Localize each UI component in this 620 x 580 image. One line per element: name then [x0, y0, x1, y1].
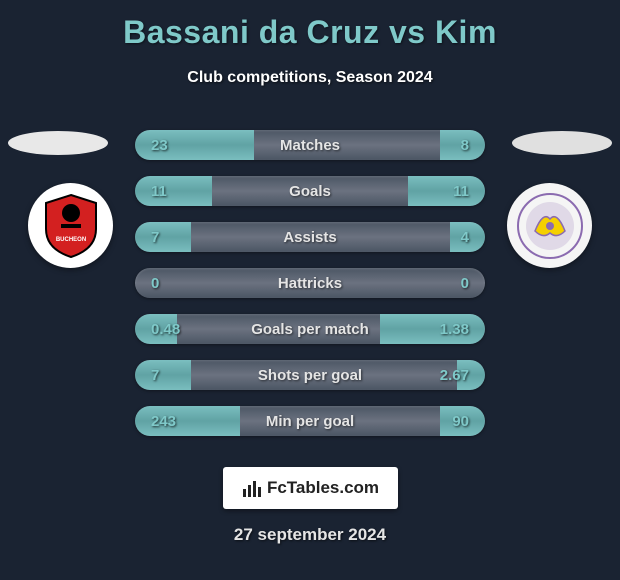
stat-value-right: 0	[461, 275, 469, 292]
jeonnam-crest-icon	[515, 191, 585, 261]
stat-value-right: 2.67	[440, 367, 469, 384]
date-text: 27 september 2024	[0, 525, 620, 545]
stat-label: Assists	[135, 229, 485, 246]
stat-row: 11Goals11	[135, 176, 485, 206]
stat-label: Matches	[135, 137, 485, 154]
shadow-ellipse-right	[512, 131, 612, 155]
comparison-area: BUCHEON 23Matches8 11Goals11 7Assists4 0Hat…	[0, 115, 620, 445]
stat-label: Goals per match	[135, 321, 485, 338]
stat-row: 7Assists4	[135, 222, 485, 252]
stat-row: 0.48Goals per match1.38	[135, 314, 485, 344]
stat-row: 243Min per goal90	[135, 406, 485, 436]
stat-label: Shots per goal	[135, 367, 485, 384]
brand-text: FcTables.com	[267, 478, 379, 498]
stat-row: 7Shots per goal2.67	[135, 360, 485, 390]
svg-text:BUCHEON: BUCHEON	[55, 237, 85, 243]
stat-label: Hattricks	[135, 275, 485, 292]
team-logo-left: BUCHEON	[28, 183, 113, 268]
stat-value-right: 1.38	[440, 321, 469, 338]
stat-value-right: 90	[452, 413, 469, 430]
brand-badge: FcTables.com	[223, 467, 398, 509]
shadow-ellipse-left	[8, 131, 108, 155]
page-title: Bassani da Cruz vs Kim	[0, 14, 620, 51]
stat-row: 0Hattricks0	[135, 268, 485, 298]
stat-value-right: 8	[461, 137, 469, 154]
stat-label: Goals	[135, 183, 485, 200]
stat-value-right: 4	[461, 229, 469, 246]
subtitle: Club competitions, Season 2024	[0, 69, 620, 87]
team-logo-right	[507, 183, 592, 268]
stat-rows: 23Matches811Goals117Assists40Hattricks00…	[135, 130, 485, 452]
chart-bars-icon	[241, 477, 263, 499]
bucheon-crest-icon: BUCHEON	[36, 191, 106, 261]
stat-value-right: 11	[453, 183, 469, 200]
stat-row: 23Matches8	[135, 130, 485, 160]
stat-label: Min per goal	[135, 413, 485, 430]
